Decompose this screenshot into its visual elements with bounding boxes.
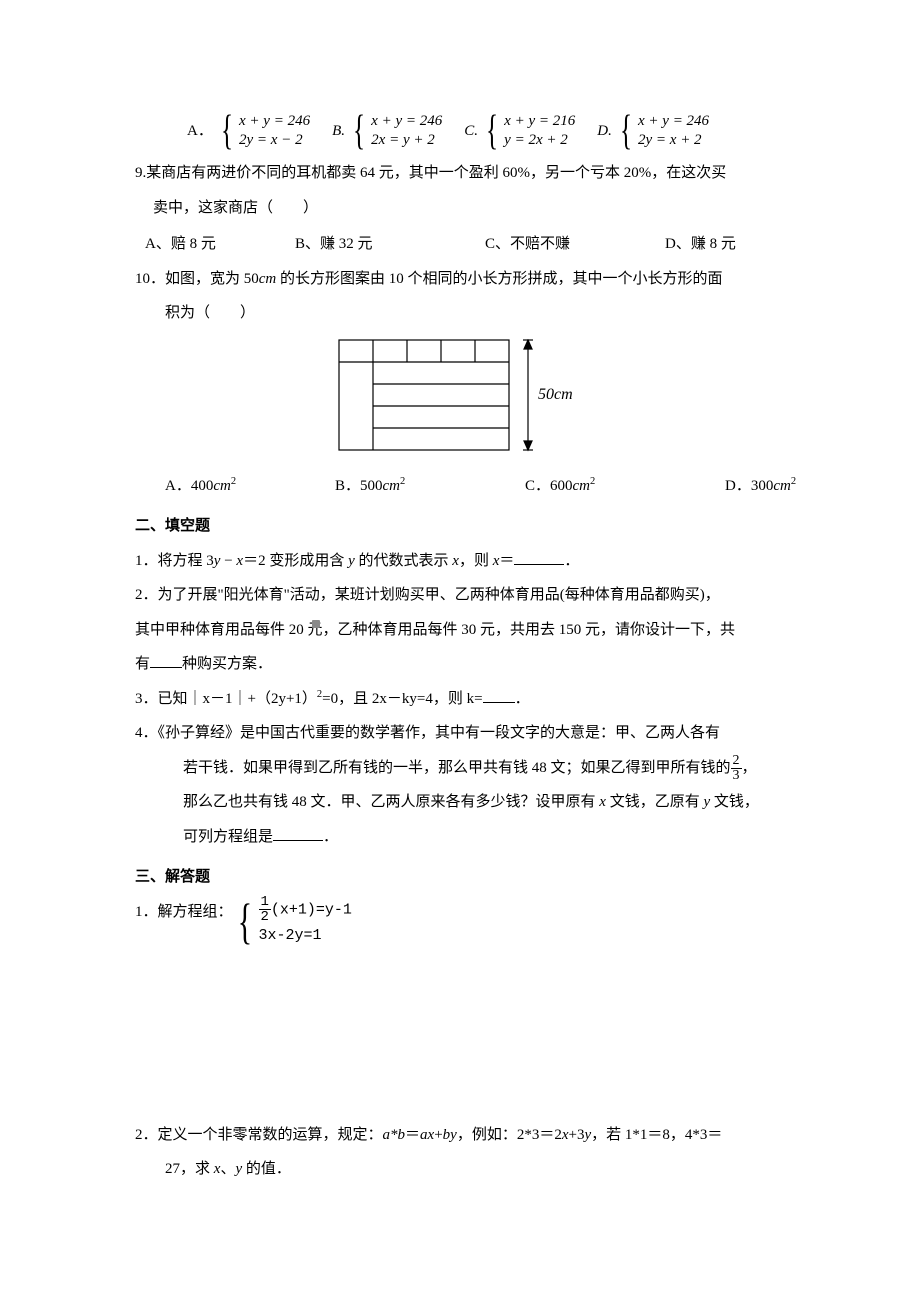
equation-system: { x + y = 246 2x = y + 2 xyxy=(349,110,442,152)
section-2-title: 二、填空题 xyxy=(135,509,800,544)
unit-cm: cm xyxy=(259,271,277,287)
option-label: A． xyxy=(187,114,213,149)
q10-line1: 10．如图，宽为 50cm 的长方形图案由 10 个相同的小长方形拼成，其中一个… xyxy=(135,262,800,297)
equation: x + y = 246 xyxy=(239,112,310,132)
fill-q2-l2: 其中甲种体育用品每件 20 元，乙种体育用品每件 30 元，共用去 150 元，… xyxy=(135,613,800,648)
text: 的长方形图案由 10 个相同的小长方形拼成，其中一个小长方形的面 xyxy=(276,271,722,287)
fill-q2-l3: 有种购买方案． xyxy=(135,647,800,682)
solve-q1: 1．解方程组： { 12(x+1)=y-1 3x-2y=1 xyxy=(135,895,800,948)
blank xyxy=(150,652,182,668)
q9-line2: 卖中，这家商店（ ） xyxy=(135,191,800,226)
solve-q2-l1: 2．定义一个非零常数的运算，规定：a*b＝ax+by，例如：2*3＝2x+3y，… xyxy=(135,1118,800,1153)
option-label: D. xyxy=(597,114,612,149)
fill-q4-l1: 4．《孙子算经》是中国古代重要的数学著作，其中有一段文字的大意是：甲、乙两人各有 xyxy=(135,716,800,751)
equation: 12(x+1)=y-1 xyxy=(259,895,352,924)
q9-opt-d: D、赚 8 元 xyxy=(665,227,736,262)
section-3-title: 三、解答题 xyxy=(135,860,800,895)
equation: 2x = y + 2 xyxy=(371,131,442,151)
equation-system: { x + y = 216 y = 2x + 2 xyxy=(482,110,575,152)
option-label: B. xyxy=(332,114,345,149)
fill-q4-l3: 那么乙也共有钱 48 文．甲、乙两人原来各有多少钱？设甲原有 x 文钱，乙原有 … xyxy=(135,785,800,820)
q10-opt-b: B．500cm2 xyxy=(335,469,525,504)
fill-q2-l1: 2．为了开展"阳光体育"活动，某班计划购买甲、乙两种体育用品(每种体育用品都购买… xyxy=(135,578,800,613)
workspace xyxy=(135,948,800,1118)
fill-q1: 1．将方程 3y − x＝2 变形成用含 y 的代数式表示 x，则 x＝． xyxy=(135,544,800,579)
fill-q4-l4: 可列方程组是． xyxy=(135,820,800,855)
watermark-dot xyxy=(312,620,320,628)
brace-icon: { xyxy=(221,110,233,152)
brace-icon: { xyxy=(237,896,251,946)
equation-system: { 12(x+1)=y-1 3x-2y=1 xyxy=(233,895,352,948)
q8-option-c: C. { x + y = 216 y = 2x + 2 xyxy=(464,110,575,152)
text: 10．如图，宽为 50 xyxy=(135,271,259,287)
q10-opt-c: C．600cm2 xyxy=(525,469,725,504)
brace-icon: { xyxy=(353,110,365,152)
equation-system: { x + y = 246 2y = x + 2 xyxy=(616,110,709,152)
blank xyxy=(514,549,564,565)
brace-icon: { xyxy=(620,110,632,152)
fill-q3: 3．已知｜x－1｜+（2y+1）2=0，且 2x－ky=4，则 k=． xyxy=(135,682,800,717)
fill-q4-l2: 若干钱．如果甲得到乙所有钱的一半，那么甲共有钱 48 文；如果乙得到甲所有钱的2… xyxy=(135,751,800,786)
q9-opt-b: B、赚 32 元 xyxy=(295,227,485,262)
q10-diagram: 50cm xyxy=(135,331,800,467)
blank xyxy=(273,825,323,841)
page: A． { x + y = 246 2y = x − 2 B. { x + y =… xyxy=(0,0,920,1302)
equation: x + y = 216 xyxy=(504,112,575,132)
blank xyxy=(483,687,515,703)
equation: x + y = 246 xyxy=(371,112,442,132)
q8-option-b: B. { x + y = 246 2x = y + 2 xyxy=(332,110,442,152)
q9-options: A、赔 8 元 B、赚 32 元 C、不赔不赚 D、赚 8 元 xyxy=(135,227,800,262)
equation: 2y = x − 2 xyxy=(239,131,310,151)
dimension-label: 50cm xyxy=(538,386,573,403)
q8-option-d: D. { x + y = 246 2y = x + 2 xyxy=(597,110,709,152)
solve-q2-l2: 27，求 x、y 的值． xyxy=(135,1152,800,1187)
equation: 2y = x + 2 xyxy=(638,131,709,151)
q10-options: A．400cm2 B．500cm2 C．600cm2 D．300cm2 xyxy=(135,469,800,504)
equation: 3x-2y=1 xyxy=(259,924,352,948)
q8-options-row: A． { x + y = 246 2y = x − 2 B. { x + y =… xyxy=(135,110,800,152)
solve-q1-label: 1．解方程组： xyxy=(135,895,233,948)
brace-icon: { xyxy=(486,110,498,152)
fraction-2-3: 23 xyxy=(731,754,742,783)
q10-line2: 积为（ ） xyxy=(135,296,800,331)
q10-opt-d: D．300cm2 xyxy=(725,469,796,504)
rectangle-diagram-svg: 50cm xyxy=(338,339,598,459)
q8-option-a: A． { x + y = 246 2y = x − 2 xyxy=(187,110,310,152)
q10-opt-a: A．400cm2 xyxy=(165,469,335,504)
q9-opt-a: A、赔 8 元 xyxy=(145,227,295,262)
equation: x + y = 246 xyxy=(638,112,709,132)
equation: y = 2x + 2 xyxy=(504,131,575,151)
q9-line1: 9.某商店有两进价不同的耳机都卖 64 元，其中一个盈利 60%，另一个亏本 2… xyxy=(135,156,800,191)
q9-opt-c: C、不赔不赚 xyxy=(485,227,665,262)
equation-system: { x + y = 246 2y = x − 2 xyxy=(217,110,310,152)
option-label: C. xyxy=(464,114,478,149)
